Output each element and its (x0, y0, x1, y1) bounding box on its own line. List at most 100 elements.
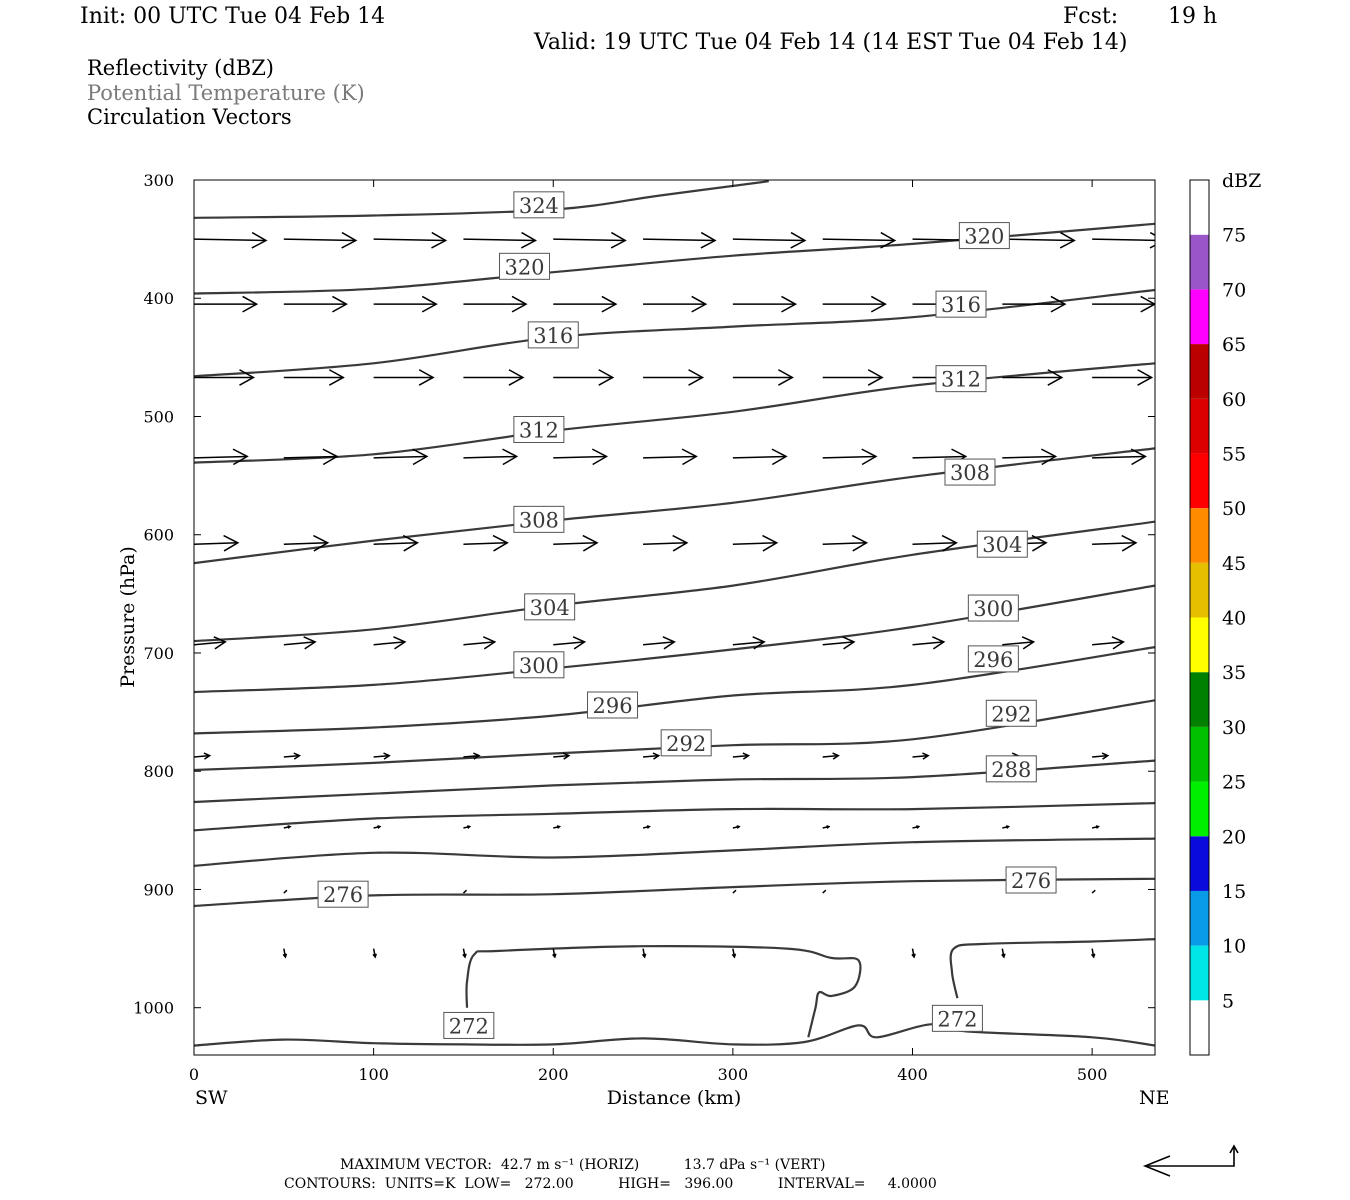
vector-shaft (373, 754, 390, 758)
colorbar-tick-label: 70 (1222, 279, 1246, 301)
vector-shaft (1092, 238, 1155, 242)
vector-head (742, 752, 751, 760)
vector-head (303, 636, 317, 650)
reflectivity-colorbar: 5 10 15 20 25 30 35 40 45 50 55 60 65 70 75 (1189, 179, 1246, 1056)
vector-head (322, 448, 339, 466)
colorbar-bin (1190, 781, 1209, 837)
y-tick-label: 700 (143, 644, 174, 663)
field-reflectivity: Reflectivity (dBZ) (87, 56, 275, 80)
contour-label-box (513, 415, 565, 443)
vector-head (1001, 953, 1006, 959)
theta-contour-288 (194, 759, 1155, 804)
colorbar-bin (1190, 289, 1209, 345)
theta-contour-304 (194, 520, 1155, 643)
vector-shaft (1092, 641, 1124, 646)
vector-head (781, 295, 798, 313)
valid-time: Valid: 19 UTC Tue 04 Feb 14 (14 EST Tue … (534, 30, 1128, 55)
theta-contour-284 (194, 802, 1155, 832)
colorbar-frame (1189, 179, 1210, 1056)
y-tick-label: 400 (143, 289, 174, 308)
contour-label-box (944, 458, 996, 486)
vector-head (1040, 448, 1058, 466)
vector-shaft (283, 542, 328, 545)
vector-shaft (1092, 542, 1136, 545)
vector-shaft (912, 542, 957, 545)
x-axis-label: Distance (km) (607, 1087, 742, 1109)
vector-head (826, 825, 831, 829)
colorbar-bin (1190, 453, 1209, 509)
vector-shaft (553, 754, 569, 758)
vector-head (223, 534, 240, 552)
vector-shaft (822, 455, 876, 459)
vector-head (790, 231, 807, 249)
contour-label: 276 (323, 883, 363, 907)
vector-head (880, 231, 897, 249)
vector-head (598, 369, 615, 386)
vector-head (832, 752, 840, 760)
vector-head (870, 295, 887, 313)
colorbar-bin (1190, 508, 1209, 563)
vector-shaft (553, 455, 607, 459)
reference-vector-icon (1142, 1144, 1239, 1177)
colorbar-tick-label: 15 (1222, 881, 1246, 903)
contour-label-box (513, 505, 565, 533)
colorbar-bin (1190, 945, 1209, 1001)
contour-label-box (1005, 866, 1057, 894)
vector-shaft (912, 754, 929, 758)
contour-label: 304 (530, 596, 570, 620)
vector-head (752, 636, 766, 650)
vector-head (691, 295, 708, 313)
vector-head (867, 369, 884, 386)
x-tick-label: 400 (897, 1065, 928, 1084)
vector-head (313, 534, 330, 552)
theta-contour-272 (465, 945, 862, 1038)
vector-shaft (1002, 455, 1056, 459)
vector-head (762, 534, 779, 552)
contour-label-box (527, 321, 579, 349)
vector-head (421, 295, 438, 313)
vector-head (482, 636, 497, 650)
vector-shaft (553, 238, 626, 242)
vector-head (492, 534, 509, 552)
vector-head (473, 752, 481, 760)
vector-shaft (373, 455, 427, 459)
vector-head (641, 953, 647, 959)
contour-label-box (317, 880, 369, 908)
vector-head (1121, 534, 1138, 552)
vector-shaft (373, 542, 418, 545)
x-tick-label: 100 (358, 1065, 389, 1084)
colorbar-bin (1190, 890, 1209, 946)
vector-head (556, 825, 562, 829)
plot-frame (193, 179, 1156, 1056)
vector-head (418, 369, 435, 386)
vector-head (941, 534, 958, 552)
vector-shaft (1092, 754, 1108, 758)
y-tick-label: 800 (143, 762, 174, 781)
vector-shaft (912, 641, 944, 646)
vector-head (462, 953, 467, 959)
vector-head (1111, 636, 1125, 650)
vector-head (251, 231, 268, 249)
vector-shaft (373, 238, 446, 242)
y-tick-label: 900 (143, 880, 174, 899)
contour-label-box (660, 729, 712, 757)
contour-label: 272 (937, 1007, 977, 1031)
vector-head (610, 231, 627, 249)
colorbar-bin (1190, 726, 1209, 782)
vector-shaft (283, 889, 288, 894)
vector-head (341, 231, 358, 249)
vector-head (911, 953, 916, 959)
vector-shaft (463, 455, 517, 459)
vector-shaft (643, 542, 687, 545)
contour-label: 320 (964, 225, 1004, 249)
contour-label: 296 (592, 694, 632, 718)
theta-contour-320 (194, 222, 1155, 295)
vector-head (591, 448, 609, 466)
vector-head (662, 636, 676, 650)
vector-shaft (462, 889, 468, 894)
vector-shaft (1002, 238, 1075, 242)
vector-head (562, 752, 571, 760)
vector-head (1031, 534, 1048, 552)
vector-head (688, 369, 705, 386)
